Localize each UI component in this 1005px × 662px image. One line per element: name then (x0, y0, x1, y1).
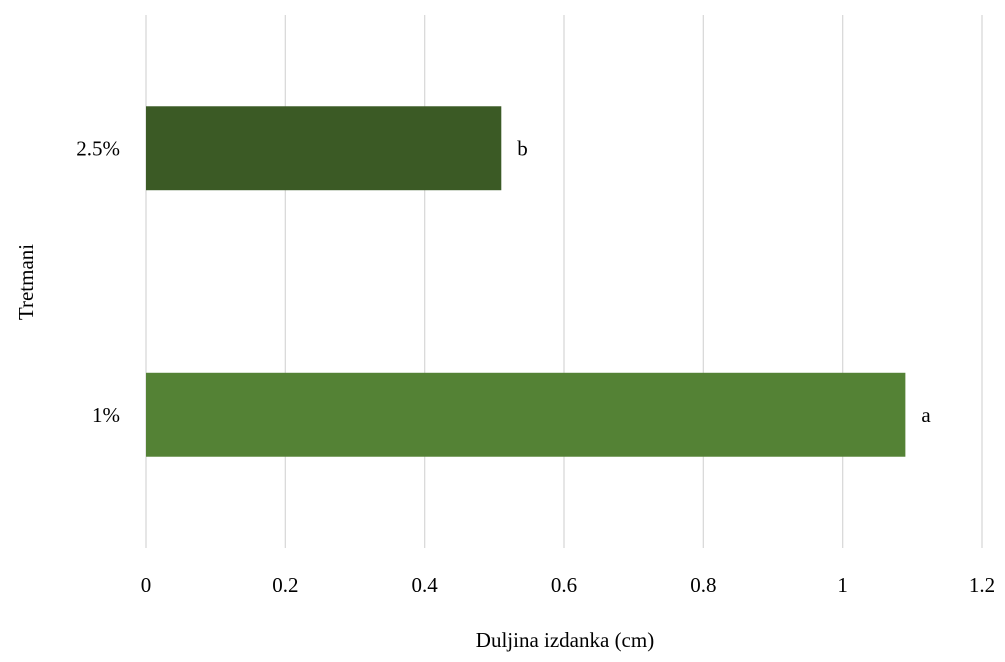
category-label: 2.5% (76, 136, 120, 160)
x-tick-label: 0.6 (551, 573, 577, 597)
data-label: b (517, 136, 528, 160)
x-tick-label: 0.4 (412, 573, 439, 597)
y-axis-categories: 2.5% 1% (76, 136, 120, 427)
x-tick-label: 1.2 (969, 573, 995, 597)
x-tick-label: 0.2 (272, 573, 298, 597)
gridlines (145, 15, 983, 548)
x-tick-label: 1 (837, 573, 848, 597)
category-label: 1% (92, 403, 120, 427)
x-tick-label: 0.8 (690, 573, 716, 597)
x-axis-ticks: 0 0.2 0.4 0.6 0.8 1 1.2 (141, 573, 995, 597)
y-axis-title: Tretmani (14, 244, 38, 320)
bar (146, 106, 502, 191)
x-tick-label: 0 (141, 573, 152, 597)
x-axis-title: Duljina izdanka (cm) (476, 628, 654, 652)
data-label: a (921, 403, 931, 427)
bars (146, 106, 906, 457)
data-labels: ba (517, 136, 931, 427)
bar (146, 372, 906, 457)
